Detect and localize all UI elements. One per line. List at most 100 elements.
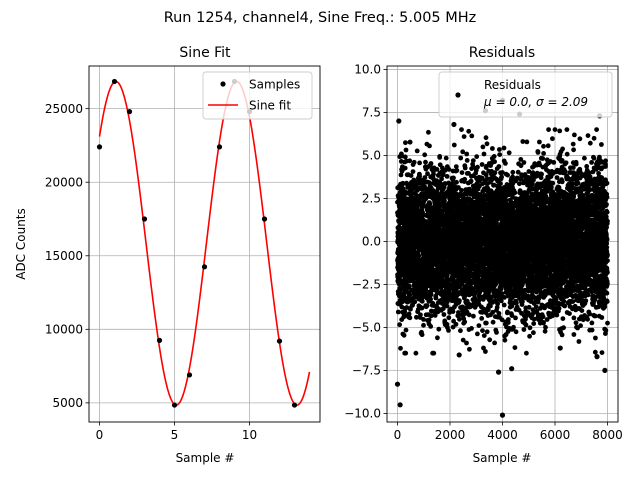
residual-point — [484, 329, 490, 335]
sine-fit-ytick-label: 10000 — [45, 323, 83, 337]
residual-point — [501, 302, 507, 308]
residual-point — [494, 330, 499, 335]
residual-point — [436, 326, 442, 332]
residual-point — [521, 160, 527, 165]
residuals-ytick-label: 2.5 — [362, 192, 381, 206]
residual-point — [496, 164, 502, 169]
residual-point — [480, 144, 486, 150]
sine-fit-legend: Samples Sine fit — [202, 71, 313, 120]
residual-point — [454, 168, 460, 173]
sample-point — [141, 216, 148, 222]
legend-sine-fit-label: Sine fit — [249, 99, 291, 113]
residuals-ytick-label: 10.0 — [354, 63, 381, 77]
residual-point — [451, 175, 456, 181]
residual-point — [407, 283, 412, 289]
residual-point — [521, 327, 527, 332]
residual-point — [442, 181, 448, 186]
residual-point — [407, 158, 413, 164]
residuals-ytick-label: −10.0 — [344, 407, 381, 421]
residual-point — [417, 160, 422, 166]
residual-point — [434, 167, 440, 172]
residual-point — [458, 155, 464, 161]
residual-point — [421, 322, 426, 328]
residual-point — [469, 326, 474, 331]
figure-suptitle: Run 1254, channel4, Sine Freq.: 5.005 MH… — [164, 10, 477, 26]
residual-point — [503, 161, 508, 166]
residual-point — [471, 313, 476, 319]
residual-point — [432, 313, 438, 318]
residual-point — [422, 152, 428, 158]
residual-point — [462, 176, 468, 182]
residual-point — [431, 171, 436, 177]
residual-point — [427, 206, 433, 212]
residual-point — [411, 159, 417, 165]
residual-point — [444, 303, 450, 309]
residuals-ticks: 0 2000 4000 6000 8000−10.0−7.5−5.0−2.50.02.5… — [344, 63, 623, 442]
residual-point — [492, 159, 497, 165]
residual-point — [481, 151, 487, 157]
sample-point — [201, 264, 208, 270]
residual-point — [474, 154, 480, 160]
residual-point — [476, 323, 482, 328]
residual-point — [412, 299, 418, 305]
residual-point — [446, 328, 451, 333]
sine-fit-ytick-label: 25000 — [45, 102, 83, 116]
residual-point — [466, 128, 472, 134]
residual-point — [520, 299, 525, 304]
residual-point — [433, 295, 439, 301]
residuals-ytick-label: 0.0 — [362, 235, 381, 249]
residual-point — [481, 333, 487, 338]
residual-point — [446, 167, 452, 172]
residual-point — [464, 158, 470, 163]
residual-point — [462, 319, 468, 325]
residual-point — [441, 312, 447, 317]
residual-point — [490, 146, 495, 151]
sample-point — [156, 337, 163, 343]
residual-point — [403, 147, 409, 153]
residual-point — [511, 324, 516, 330]
residual-point — [503, 198, 509, 204]
residual-point — [400, 181, 406, 186]
residual-point — [416, 253, 422, 259]
residual-point — [460, 149, 466, 155]
residual-point — [456, 310, 461, 315]
residual-point — [499, 174, 504, 180]
residual-point — [491, 154, 497, 159]
residual-point — [435, 335, 440, 341]
residual-point — [464, 340, 469, 346]
residual-point — [450, 309, 456, 314]
residual-point — [471, 164, 476, 170]
sample-point — [291, 402, 298, 408]
residual-point — [505, 172, 510, 178]
residual-point — [425, 171, 430, 177]
residual-point — [454, 179, 459, 185]
residual-point — [510, 169, 516, 175]
residual-point — [428, 161, 434, 166]
residual-point — [446, 315, 452, 321]
residual-point — [512, 190, 518, 196]
sine-fit-legend-box — [202, 71, 313, 120]
residuals-ytick-label: −2.5 — [352, 278, 381, 292]
residual-point — [440, 171, 446, 177]
residual-point — [437, 154, 443, 159]
residual-point — [422, 175, 428, 180]
residual-point — [428, 296, 433, 302]
residual-point — [428, 291, 434, 297]
residual-point — [457, 298, 462, 304]
residual-point — [495, 301, 500, 307]
residual-point — [475, 331, 480, 337]
residual-point — [492, 170, 498, 176]
residual-point — [476, 273, 481, 279]
sine-fit-xtick-label: 10 — [242, 428, 257, 442]
residual-point — [423, 159, 428, 165]
residual-point — [487, 337, 493, 343]
residual-point — [395, 309, 401, 315]
residual-point — [462, 165, 468, 171]
residual-point — [443, 155, 449, 161]
residual-point — [407, 315, 413, 321]
residual-point — [479, 162, 485, 167]
residual-point — [492, 340, 497, 346]
